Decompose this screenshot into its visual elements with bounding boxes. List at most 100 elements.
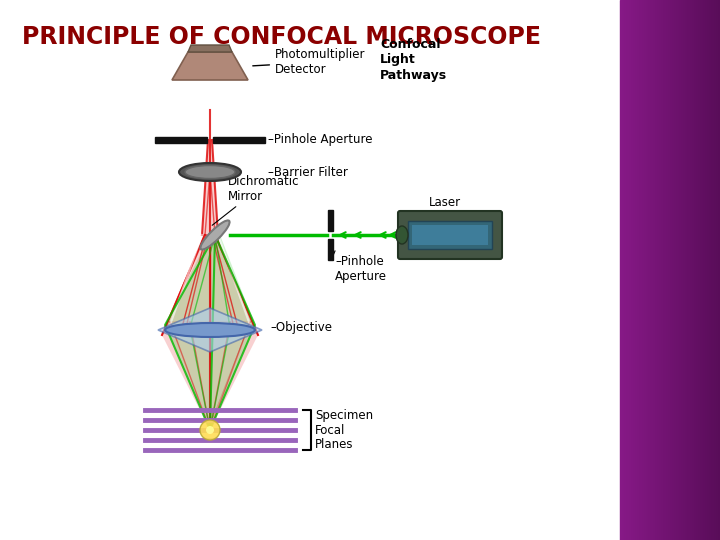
Bar [674,0,675,540]
Bar [712,0,713,540]
Bar [408,221,492,249]
Bar [634,0,635,540]
Bar [638,0,639,540]
Bar [672,0,673,540]
Bar [624,0,625,540]
Bar [711,0,712,540]
Bar [660,0,661,540]
Bar [651,0,652,540]
Bar [639,0,640,540]
Bar [637,0,638,540]
Bar [671,0,672,540]
Text: –Barrier Filter: –Barrier Filter [268,165,348,179]
Bar [664,0,665,540]
Bar [655,0,656,540]
Bar [718,0,719,540]
Bar [629,0,630,540]
Text: Confocal
Light
Pathways: Confocal Light Pathways [380,38,447,82]
Text: –Objective: –Objective [270,321,332,334]
Bar [620,0,621,540]
Bar [621,0,622,540]
Text: PRINCIPLE OF CONFOCAL MICROSCOPE: PRINCIPLE OF CONFOCAL MICROSCOPE [22,25,541,49]
Bar [661,0,662,540]
Bar [687,0,688,540]
Bar [656,0,657,540]
Polygon shape [188,45,232,52]
Bar [685,0,686,540]
Polygon shape [172,52,248,80]
Bar [694,0,695,540]
Ellipse shape [185,165,235,179]
Bar [702,0,703,540]
Circle shape [206,426,214,434]
Bar [642,0,643,540]
Bar [708,0,709,540]
Bar [654,0,655,540]
Bar [647,0,648,540]
Text: –Pinhole
Aperture: –Pinhole Aperture [335,255,387,283]
Bar [692,0,693,540]
Bar [680,0,681,540]
Bar [412,225,488,245]
Bar [630,0,631,540]
Bar [628,0,629,540]
Bar [155,137,207,143]
Bar [649,0,650,540]
Bar [659,0,660,540]
Text: Specimen
Focal
Planes: Specimen Focal Planes [315,408,373,451]
Bar [716,0,717,540]
Bar [657,0,658,540]
Bar [643,0,644,540]
Bar [213,137,265,143]
Bar [626,0,627,540]
Bar [701,0,702,540]
Bar [648,0,649,540]
Bar [688,0,689,540]
Bar [641,0,642,540]
Bar [690,0,691,540]
Bar [665,0,666,540]
Bar [653,0,654,540]
Bar [650,0,651,540]
Ellipse shape [179,163,241,181]
Bar [668,0,669,540]
Bar [700,0,701,540]
Bar [682,0,683,540]
Bar [717,0,718,540]
Bar [677,0,678,540]
Bar [666,0,667,540]
Ellipse shape [200,220,230,249]
Bar [705,0,706,540]
Bar [706,0,707,540]
FancyBboxPatch shape [398,211,502,259]
Polygon shape [162,235,258,430]
Bar [684,0,685,540]
Bar [636,0,637,540]
Bar [709,0,710,540]
Bar [713,0,714,540]
Text: Dichromatic
Mirror: Dichromatic Mirror [228,175,300,203]
Bar [689,0,690,540]
Ellipse shape [396,226,408,244]
Bar [662,0,663,540]
Bar [686,0,687,540]
Bar [714,0,715,540]
Bar [623,0,624,540]
Bar [696,0,697,540]
Text: Photomultiplier
Detector: Photomultiplier Detector [253,48,366,76]
Bar [625,0,626,540]
Bar [622,0,623,540]
Bar [683,0,684,540]
Text: –Pinhole Aperture: –Pinhole Aperture [268,132,372,145]
Bar [644,0,645,540]
Circle shape [200,420,220,440]
Bar [695,0,696,540]
Bar [635,0,636,540]
Bar [328,239,333,260]
Bar [646,0,647,540]
Polygon shape [202,140,218,235]
Bar [627,0,628,540]
Bar [631,0,632,540]
Bar [679,0,680,540]
Bar [669,0,670,540]
